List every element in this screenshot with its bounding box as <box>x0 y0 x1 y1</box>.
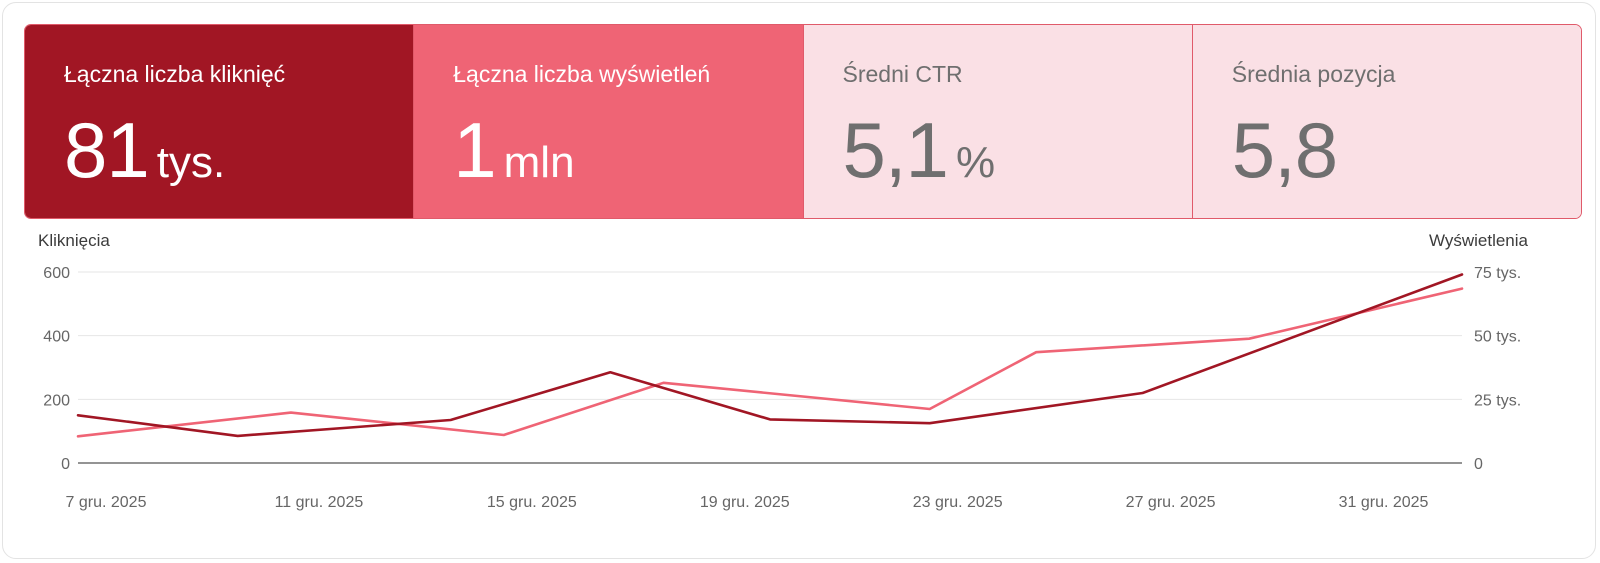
x-tick-label: 31 gru. 2025 <box>1339 494 1429 511</box>
card-unit: mln <box>503 138 575 187</box>
y-left-tick-label: 600 <box>43 265 70 282</box>
card-average-position[interactable]: Średnia pozycja 5,8 <box>1191 25 1581 218</box>
y-right-tick-label: 75 tys. <box>1474 265 1521 282</box>
card-number: 5,8 <box>1231 106 1338 194</box>
card-title: Średnia pozycja <box>1231 61 1396 87</box>
y-right-tick-label: 50 tys. <box>1474 329 1521 346</box>
y-left-axis-title: Kliknięcia <box>38 231 110 250</box>
card-total-impressions[interactable]: Łączna liczba wyświetleń 1 mln <box>413 25 803 218</box>
card-total-clicks[interactable]: Łączna liczba kliknięć 81 tys. <box>25 25 414 218</box>
x-tick-label: 19 gru. 2025 <box>700 494 790 511</box>
y-left-tick-label: 0 <box>61 456 70 473</box>
card-value: 81 tys. <box>64 105 225 196</box>
impressions-series-line <box>76 287 1464 438</box>
y-right-axis-title: Wyświetlenia <box>1428 231 1528 250</box>
card-value: 1 mln <box>453 105 574 196</box>
y-right-tick-label: 0 <box>1474 456 1483 473</box>
card-unit: tys. <box>156 138 226 187</box>
card-title: Łączna liczba kliknięć <box>64 61 286 87</box>
summary-cards: Łączna liczba kliknięć 81 tys. Łączna lic… <box>24 24 1582 219</box>
card-title: Łączna liczba wyświetleń <box>453 61 711 87</box>
x-tick-label: 23 gru. 2025 <box>913 494 1003 511</box>
x-tick-label: 11 gru. 2025 <box>275 494 364 511</box>
card-value: 5,1% <box>843 105 996 196</box>
clicks-series-line <box>76 273 1464 438</box>
card-number: 81 <box>64 106 150 194</box>
x-tick-label: 15 gru. 2025 <box>487 494 577 511</box>
y-right-tick-label: 25 tys. <box>1474 392 1521 409</box>
card-number: 1 <box>453 106 496 194</box>
y-left-tick-label: 400 <box>43 329 70 346</box>
x-tick-label: 7 gru. 2025 <box>66 494 147 511</box>
card-value: 5,8 <box>1232 105 1345 196</box>
card-title: Średni CTR <box>842 61 963 87</box>
card-number: 5,1 <box>842 106 949 194</box>
card-average-ctr[interactable]: Średni CTR 5,1% <box>802 25 1192 218</box>
x-tick-label: 27 gru. 2025 <box>1126 494 1216 511</box>
card-unit: % <box>955 138 996 187</box>
y-left-tick-label: 200 <box>43 392 70 409</box>
